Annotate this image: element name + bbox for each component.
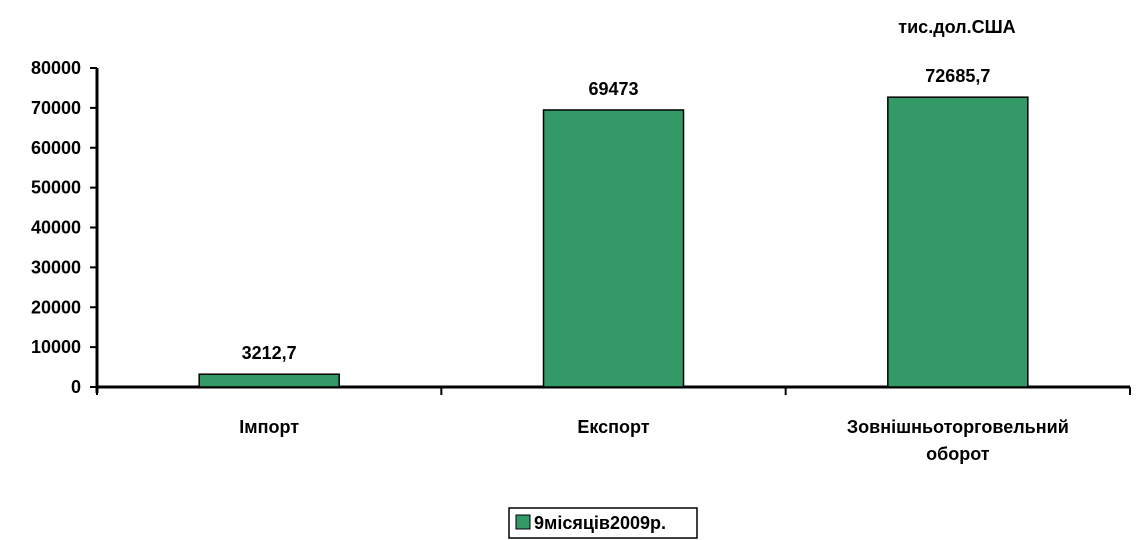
- y-tick-label: 60000: [31, 138, 81, 158]
- data-labels: 3212,7 69473 72685,7: [242, 66, 991, 363]
- y-tick-labels: 0 10000 20000 30000 40000 50000 60000 70000 8000…: [31, 58, 81, 397]
- bars: [198, 96, 1029, 388]
- y-tick-label: 70000: [31, 98, 81, 118]
- data-label: 72685,7: [925, 66, 990, 86]
- y-tick-label: 30000: [31, 257, 81, 277]
- y-tick-label: 40000: [31, 218, 81, 238]
- legend: 9місяців2009р.: [508, 507, 698, 539]
- x-tick-label: Експорт: [577, 417, 649, 437]
- y-tick-label: 80000: [31, 58, 81, 78]
- y-tick-label: 50000: [31, 178, 81, 198]
- unit-label: тис.дол.США: [898, 17, 1015, 37]
- bar: [542, 109, 685, 388]
- bar: [887, 96, 1029, 388]
- legend-swatch: [515, 514, 531, 530]
- y-tick-label: 20000: [31, 297, 81, 317]
- bar: [198, 373, 340, 388]
- legend-label: 9місяців2009р.: [534, 513, 666, 533]
- x-tick-label: оборот: [926, 444, 990, 464]
- data-label: 69473: [588, 79, 638, 99]
- x-tick-labels: Імпорт Експорт Зовнішньоторговельний оборот: [239, 417, 1068, 464]
- y-tick-label: 0: [71, 377, 81, 397]
- y-tick-label: 10000: [31, 337, 81, 357]
- data-label: 3212,7: [242, 343, 297, 363]
- x-tick-label: Зовнішньоторговельний: [847, 417, 1069, 437]
- x-tick-label: Імпорт: [239, 417, 299, 437]
- legend-box: [508, 507, 698, 539]
